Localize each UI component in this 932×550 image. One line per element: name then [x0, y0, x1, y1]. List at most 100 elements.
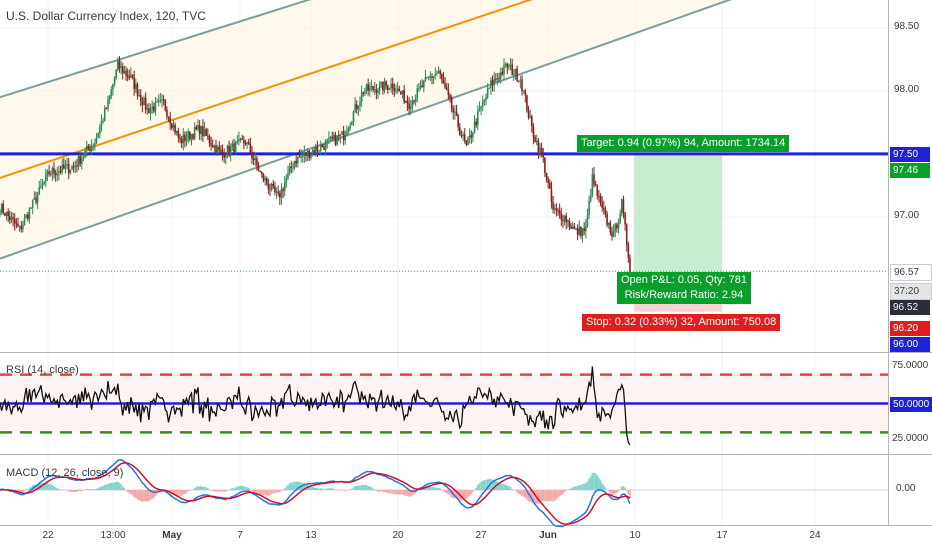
- macd-histogram-bar: [514, 490, 517, 491]
- candle-body: [267, 183, 270, 189]
- candle-body: [342, 131, 345, 141]
- candle-body: [38, 186, 41, 195]
- rsi-panel: [0, 366, 888, 446]
- price-axis-tag: 97.50: [890, 146, 930, 162]
- macd-histogram-bar: [578, 484, 581, 490]
- candle-body: [328, 137, 330, 140]
- candle-body: [218, 146, 221, 150]
- candle-body: [182, 134, 185, 144]
- candle-body: [252, 158, 255, 161]
- candle-body: [418, 87, 420, 89]
- candle-body: [545, 172, 548, 179]
- macd-histogram-bar: [336, 489, 338, 491]
- candle-body: [213, 145, 216, 148]
- macd-histogram-bar: [591, 473, 594, 490]
- candle-body: [76, 165, 78, 167]
- macd-histogram-bar: [97, 488, 99, 490]
- macd-histogram-bar: [25, 489, 27, 491]
- candle-body: [365, 84, 368, 91]
- macd-histogram-bar: [406, 490, 409, 497]
- macd-histogram-bar: [51, 484, 54, 490]
- candle-body: [408, 103, 410, 110]
- candle-body: [565, 215, 567, 223]
- macd-histogram-bar: [403, 490, 405, 496]
- macd-histogram-bar: [141, 490, 144, 502]
- macd-histogram-bar: [532, 490, 535, 504]
- candle-body: [123, 70, 126, 74]
- candle-body: [211, 145, 214, 148]
- candle-body: [409, 106, 412, 110]
- macd-histogram-bar: [20, 490, 23, 493]
- macd-histogram-bar: [349, 489, 351, 490]
- macd-histogram-bar: [467, 490, 469, 498]
- macd-histogram-bar: [503, 484, 505, 490]
- candle-body: [441, 73, 443, 80]
- candle-body: [580, 226, 582, 236]
- candle-body: [249, 144, 252, 154]
- macd-histogram-bar: [259, 490, 261, 495]
- time-axis-tick-label: 27: [475, 530, 487, 541]
- candle-body: [411, 100, 414, 107]
- candle-body: [401, 90, 404, 95]
- macd-histogram-bar: [323, 489, 325, 490]
- macd-histogram-bar: [187, 490, 189, 492]
- candle-body: [486, 88, 489, 98]
- price-axis-tag: 96.57: [890, 264, 932, 282]
- candle-body: [442, 79, 445, 84]
- candle-body: [503, 64, 505, 75]
- macd-histogram-bar: [113, 482, 116, 490]
- macd-histogram-bar: [449, 490, 451, 496]
- candle-body: [187, 131, 189, 139]
- candle-body: [177, 130, 180, 138]
- rsi-label: RSI (14, close): [6, 364, 79, 376]
- candle-body: [454, 111, 456, 113]
- macd-histogram-bar: [619, 489, 621, 490]
- macd-histogram-bar: [174, 490, 176, 496]
- macd-panel: [0, 459, 888, 528]
- candle-body: [360, 92, 363, 102]
- candle-body: [43, 181, 45, 184]
- macd-histogram-bar: [472, 490, 474, 493]
- candle-body: [419, 85, 422, 88]
- macd-histogram-bar: [383, 490, 386, 492]
- macd-histogram-bar: [76, 490, 78, 493]
- candle-body: [139, 95, 142, 102]
- candle-body: [174, 124, 176, 133]
- macd-histogram-bar: [519, 490, 522, 495]
- candle-body: [571, 226, 574, 229]
- candle-body: [254, 158, 257, 161]
- macd-histogram-bar: [351, 488, 353, 490]
- macd-histogram-bar: [496, 481, 499, 490]
- macd-histogram-bar: [30, 486, 32, 490]
- macd-histogram-bar: [439, 488, 441, 490]
- macd-histogram-bar: [231, 487, 234, 490]
- candle-body: [470, 135, 473, 138]
- macd-histogram-bar: [552, 490, 554, 502]
- price-axis-tick-label: 98.50: [894, 20, 920, 32]
- candle-body: [514, 68, 517, 75]
- macd-histogram-bar: [94, 489, 96, 490]
- macd-histogram-bar: [81, 490, 83, 491]
- candle-body: [69, 169, 72, 173]
- candle-body: [264, 178, 266, 181]
- candle-body: [203, 129, 206, 137]
- candle-body: [151, 106, 153, 109]
- macd-histogram-bar: [575, 486, 577, 490]
- candle-body: [272, 183, 275, 187]
- candle-body: [398, 88, 401, 92]
- candle-body: [92, 145, 95, 147]
- macd-histogram-bar: [347, 490, 350, 491]
- macd-histogram-bar: [311, 486, 314, 490]
- macd-histogram-bar: [123, 488, 126, 490]
- macd-histogram-bar: [135, 490, 137, 498]
- candle-body: [373, 89, 376, 91]
- candle-body: [102, 120, 104, 122]
- macd-histogram-bar: [475, 487, 477, 490]
- candle-body: [169, 117, 171, 124]
- candle-body: [395, 90, 397, 92]
- time-axis-tick-label: 7: [237, 530, 243, 541]
- macd-histogram-bar: [146, 490, 149, 502]
- macd-histogram-bar: [149, 490, 152, 501]
- macd-histogram-bar: [398, 490, 401, 495]
